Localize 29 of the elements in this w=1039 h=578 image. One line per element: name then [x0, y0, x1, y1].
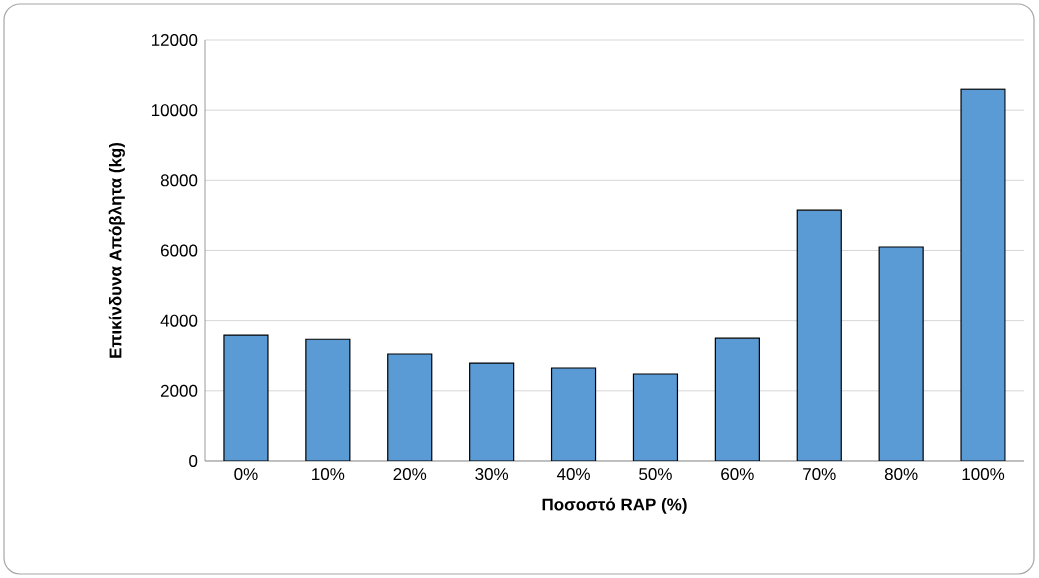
x-tick-label: 80% — [884, 468, 918, 481]
y-tick-label: 2000 — [160, 384, 198, 397]
bar — [960, 88, 1006, 461]
x-tick-label: 10% — [312, 468, 345, 481]
bar — [632, 373, 679, 461]
x-tick-label: 100% — [962, 468, 1005, 481]
bar — [714, 337, 760, 461]
y-tick-label: 6000 — [161, 244, 198, 257]
y-tick-label: 10000 — [151, 104, 198, 117]
x-tick-label: 40% — [556, 468, 590, 481]
bar — [550, 367, 597, 461]
x-tick-label: 50% — [639, 468, 672, 481]
bar — [796, 209, 842, 461]
bar — [223, 334, 269, 461]
bar — [305, 338, 351, 461]
y-tick-label: 0 — [189, 454, 198, 467]
x-tick-label: 30% — [475, 468, 509, 481]
x-tick-label: 0% — [234, 468, 258, 481]
bar — [878, 246, 924, 461]
y-tick-label: 4000 — [160, 314, 198, 327]
y-tick-label: 12000 — [151, 33, 198, 46]
bar — [469, 362, 515, 461]
x-tick-label: 60% — [721, 468, 754, 481]
x-axis-title: Ποσοστό RAP (%) — [542, 497, 687, 514]
x-tick-label: 70% — [803, 468, 836, 481]
x-tick-label: 20% — [393, 468, 427, 481]
y-tick-label: 8000 — [160, 174, 198, 187]
y-axis-title: Επικίνδυνα Απόβλητα (kg) — [108, 142, 125, 358]
bar — [387, 353, 433, 461]
